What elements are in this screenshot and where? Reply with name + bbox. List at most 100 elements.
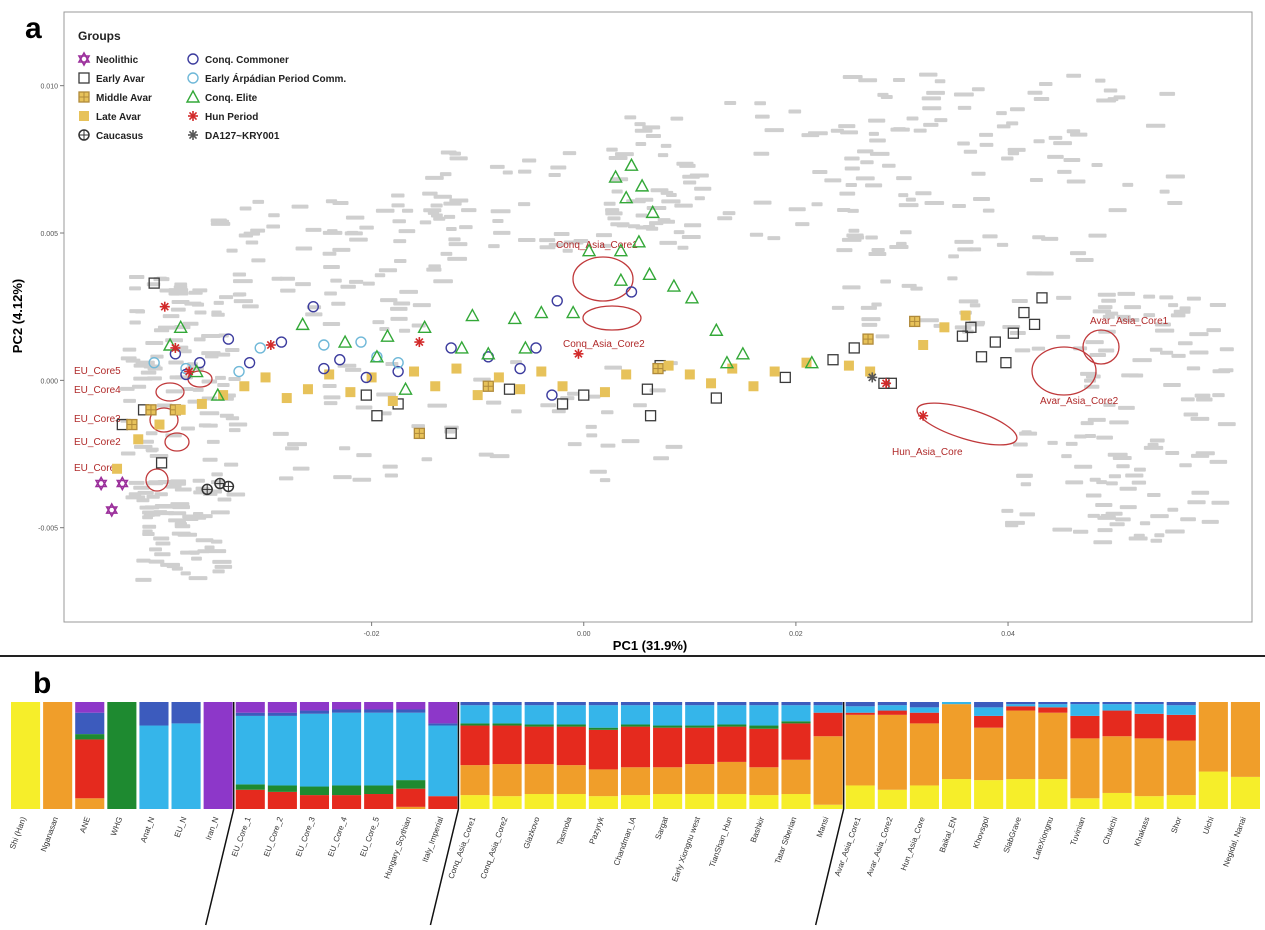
background-population-label	[129, 286, 141, 291]
background-population-label	[1085, 493, 1102, 498]
background-population-label	[1116, 314, 1131, 319]
group-divider-tail	[204, 808, 235, 926]
background-population-label	[1048, 135, 1063, 140]
background-population-label	[144, 505, 160, 510]
point-early-rp-dian-period-comm	[355, 336, 367, 348]
admixture-bar	[171, 702, 201, 809]
background-population-label	[393, 239, 407, 244]
point-middle-avar	[909, 315, 921, 328]
background-population-label	[228, 422, 248, 427]
background-population-label	[694, 186, 712, 191]
background-population-label	[608, 155, 628, 160]
background-population-label	[401, 208, 414, 213]
admixture-segment	[1070, 715, 1100, 739]
admixture-segment	[620, 767, 651, 796]
admixture-bar	[877, 702, 907, 809]
background-population-label	[996, 124, 1011, 129]
background-population-label	[380, 298, 398, 303]
background-population-label	[224, 462, 239, 467]
background-population-label	[279, 276, 295, 281]
background-population-label	[660, 190, 674, 195]
point-late-avar	[154, 419, 165, 430]
background-population-label	[1112, 455, 1132, 460]
admixture-category-label: SlabGrave	[1002, 815, 1024, 854]
background-population-label	[1021, 430, 1032, 435]
background-population-label	[724, 101, 737, 106]
ellipse-avar-asia-core2	[1031, 346, 1097, 396]
admixture-segment	[492, 702, 522, 706]
admixture-segment	[588, 729, 618, 770]
background-population-label	[1107, 452, 1128, 457]
legend-marker-da127-kry001	[188, 130, 198, 140]
background-population-label	[272, 431, 289, 436]
background-population-label	[589, 469, 607, 474]
background-population-label	[188, 576, 208, 581]
admixture-segment	[460, 765, 490, 796]
background-population-label	[129, 309, 145, 314]
label-eu-core5: EU_Core5	[74, 366, 121, 377]
point-early-rp-dian-period-comm	[318, 339, 330, 351]
background-population-label	[1165, 529, 1185, 534]
admixture-segment	[524, 724, 554, 727]
point-middle-avar	[413, 427, 425, 440]
point-late-avar	[748, 381, 759, 392]
point-conq-commoner	[275, 336, 288, 348]
admixture-segment	[364, 785, 394, 795]
background-population-labels	[120, 72, 1236, 582]
admixture-segment	[332, 702, 362, 710]
point-late-avar	[387, 395, 398, 406]
point-conq-elite	[380, 328, 395, 342]
background-population-label	[982, 234, 998, 239]
admixture-segment	[556, 765, 586, 795]
y-tick-label: 0.000	[40, 378, 58, 385]
background-population-label	[449, 151, 461, 156]
background-population-label	[1190, 453, 1210, 458]
label-eu-core4: EU_Core4	[74, 385, 121, 396]
background-population-label	[398, 229, 416, 234]
background-population-label	[123, 398, 136, 403]
background-population-label	[120, 386, 135, 391]
admixture-bar	[524, 702, 554, 809]
background-population-label	[953, 92, 974, 97]
label-conq-asia-core2: Conq_Asia_Core2	[563, 339, 645, 350]
background-population-label	[812, 169, 828, 174]
background-population-label	[153, 536, 170, 541]
background-population-label	[1139, 521, 1151, 526]
point-late-avar	[260, 372, 271, 383]
background-population-label	[673, 230, 685, 235]
point-conq-elite	[709, 322, 724, 336]
admixture-segment	[877, 714, 907, 790]
admixture-segment	[75, 712, 105, 735]
admixture-segment	[396, 788, 426, 807]
background-population-label	[131, 384, 147, 389]
admixture-segment	[1070, 738, 1100, 799]
legend-marker-hun-period	[188, 111, 198, 121]
y-tick-label: -0.005	[38, 526, 58, 533]
legend-marker-middle-avar	[78, 91, 90, 103]
admixture-segment	[556, 794, 586, 809]
background-population-label	[753, 200, 772, 205]
background-population-label	[1074, 464, 1093, 469]
point-conq-elite	[465, 308, 480, 322]
admixture-segment	[1070, 704, 1100, 716]
background-population-label	[1186, 366, 1201, 371]
background-population-label	[1128, 536, 1148, 541]
admixture-category-label: Mansi	[815, 815, 831, 838]
background-population-label	[287, 442, 307, 447]
point-late-avar	[663, 360, 674, 371]
background-population-label	[488, 244, 500, 249]
background-population-label	[392, 219, 406, 224]
background-population-label	[610, 177, 629, 182]
background-population-label	[339, 446, 351, 451]
point-conq-elite	[162, 337, 178, 351]
background-population-label	[1113, 95, 1126, 100]
x-tick-label: 0.04	[1001, 631, 1015, 638]
point-early-avar	[848, 342, 860, 354]
legend-label-early-rp-dian-period-comm: Early Árpádian Period Comm.	[205, 72, 346, 85]
point-late-avar	[621, 369, 632, 380]
background-population-label	[860, 305, 877, 310]
point-hun-period	[881, 378, 892, 389]
background-population-label	[1201, 519, 1219, 524]
admixture-segment	[1198, 702, 1228, 772]
background-population-label	[1087, 417, 1106, 422]
